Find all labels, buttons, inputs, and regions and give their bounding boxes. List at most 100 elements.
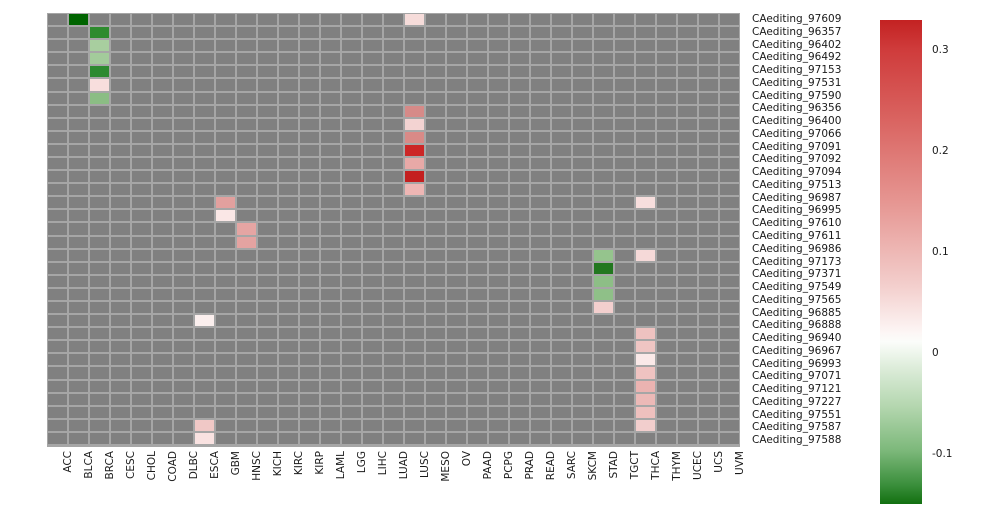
heatmap-cell xyxy=(719,170,740,184)
heatmap-cell xyxy=(47,444,68,447)
heatmap-cell xyxy=(383,117,404,131)
heatmap-cell xyxy=(173,418,194,432)
heatmap-cell xyxy=(173,26,194,40)
heatmap-cell xyxy=(173,222,194,236)
heatmap-cell xyxy=(194,340,215,354)
heatmap-cell xyxy=(47,418,68,432)
heatmap-cell xyxy=(68,209,89,223)
heatmap-cell xyxy=(425,248,446,262)
heatmap-cell xyxy=(488,366,509,380)
heatmap-cell xyxy=(257,405,278,419)
heatmap-cell xyxy=(320,340,341,354)
heatmap-cell xyxy=(362,235,383,249)
heatmap-cell xyxy=(89,130,110,144)
heatmap-cell xyxy=(446,353,467,367)
heatmap-cell xyxy=(446,287,467,301)
heatmap-cell xyxy=(236,65,257,79)
heatmap-cell xyxy=(635,52,656,66)
heatmap-cell xyxy=(551,287,572,301)
heatmap-cell xyxy=(467,104,488,118)
heatmap-cell xyxy=(131,13,152,27)
heatmap-cell xyxy=(215,405,236,419)
heatmap-cell xyxy=(299,222,320,236)
heatmap-cell xyxy=(425,444,446,447)
heatmap-cell xyxy=(614,274,635,288)
heatmap-cell xyxy=(68,143,89,157)
heatmap-cell xyxy=(131,405,152,419)
heatmap-cell xyxy=(68,261,89,275)
heatmap-cell xyxy=(614,327,635,341)
heatmap-cell xyxy=(257,314,278,328)
heatmap-cell xyxy=(383,91,404,105)
heatmap-cell xyxy=(530,392,551,406)
heatmap-cell xyxy=(551,209,572,223)
heatmap-cell xyxy=(467,13,488,27)
heatmap-cell xyxy=(446,431,467,445)
heatmap-cell xyxy=(236,209,257,223)
heatmap-cell xyxy=(68,248,89,262)
heatmap-cell xyxy=(89,183,110,197)
heatmap-cell xyxy=(677,52,698,66)
heatmap-cell xyxy=(173,52,194,66)
heatmap-cell xyxy=(341,183,362,197)
heatmap-cell xyxy=(572,143,593,157)
heatmap-cell xyxy=(299,104,320,118)
heatmap-cell xyxy=(152,287,173,301)
heatmap-cell xyxy=(551,353,572,367)
heatmap-cell xyxy=(656,379,677,393)
heatmap-cell xyxy=(236,52,257,66)
heatmap-cell xyxy=(131,130,152,144)
column-label: UCS xyxy=(712,451,725,473)
heatmap-cell xyxy=(698,261,719,275)
heatmap-cell xyxy=(656,117,677,131)
heatmap-cell xyxy=(110,340,131,354)
heatmap-cell xyxy=(509,117,530,131)
heatmap-cell xyxy=(698,183,719,197)
heatmap-cell xyxy=(488,156,509,171)
heatmap-cell xyxy=(194,196,215,210)
heatmap-cell xyxy=(215,104,236,118)
heatmap-cell xyxy=(215,287,236,301)
heatmap-cell xyxy=(173,156,194,171)
heatmap-cell xyxy=(362,52,383,66)
heatmap-cell xyxy=(131,196,152,210)
heatmap-cell xyxy=(656,418,677,432)
heatmap-cell xyxy=(110,235,131,249)
column-label: THCA xyxy=(649,451,662,480)
row-label: CAediting_97565 xyxy=(752,293,842,306)
heatmap-cell xyxy=(131,78,152,92)
heatmap-cell xyxy=(173,274,194,288)
heatmap-cell xyxy=(719,261,740,275)
heatmap-cell xyxy=(131,353,152,367)
heatmap-cell xyxy=(68,366,89,380)
heatmap-cell xyxy=(509,65,530,79)
heatmap-cell xyxy=(572,26,593,40)
heatmap-cell xyxy=(551,314,572,328)
row-label: CAediting_97587 xyxy=(752,421,842,434)
heatmap-cell xyxy=(614,65,635,79)
heatmap-cell xyxy=(614,91,635,105)
heatmap-cell xyxy=(299,91,320,105)
heatmap-cell xyxy=(551,26,572,40)
heatmap-cell xyxy=(89,52,110,66)
heatmap-cell xyxy=(467,196,488,210)
heatmap-cell xyxy=(698,235,719,249)
heatmap-cell xyxy=(68,196,89,210)
heatmap-cell xyxy=(404,392,425,406)
heatmap-cell xyxy=(614,418,635,432)
heatmap-cell xyxy=(551,327,572,341)
heatmap-cell xyxy=(173,340,194,354)
heatmap-cell xyxy=(89,300,110,315)
heatmap-cell xyxy=(152,222,173,236)
heatmap-cell xyxy=(572,39,593,53)
heatmap-cell xyxy=(215,366,236,380)
column-label: UCEC xyxy=(691,451,704,480)
heatmap-cell xyxy=(257,130,278,144)
heatmap-cell xyxy=(446,52,467,66)
heatmap-cell xyxy=(530,156,551,171)
heatmap-cell xyxy=(47,353,68,367)
heatmap-cell xyxy=(278,379,299,393)
heatmap-cell xyxy=(152,235,173,249)
row-label: CAediting_97371 xyxy=(752,268,842,281)
heatmap-cell xyxy=(383,248,404,262)
